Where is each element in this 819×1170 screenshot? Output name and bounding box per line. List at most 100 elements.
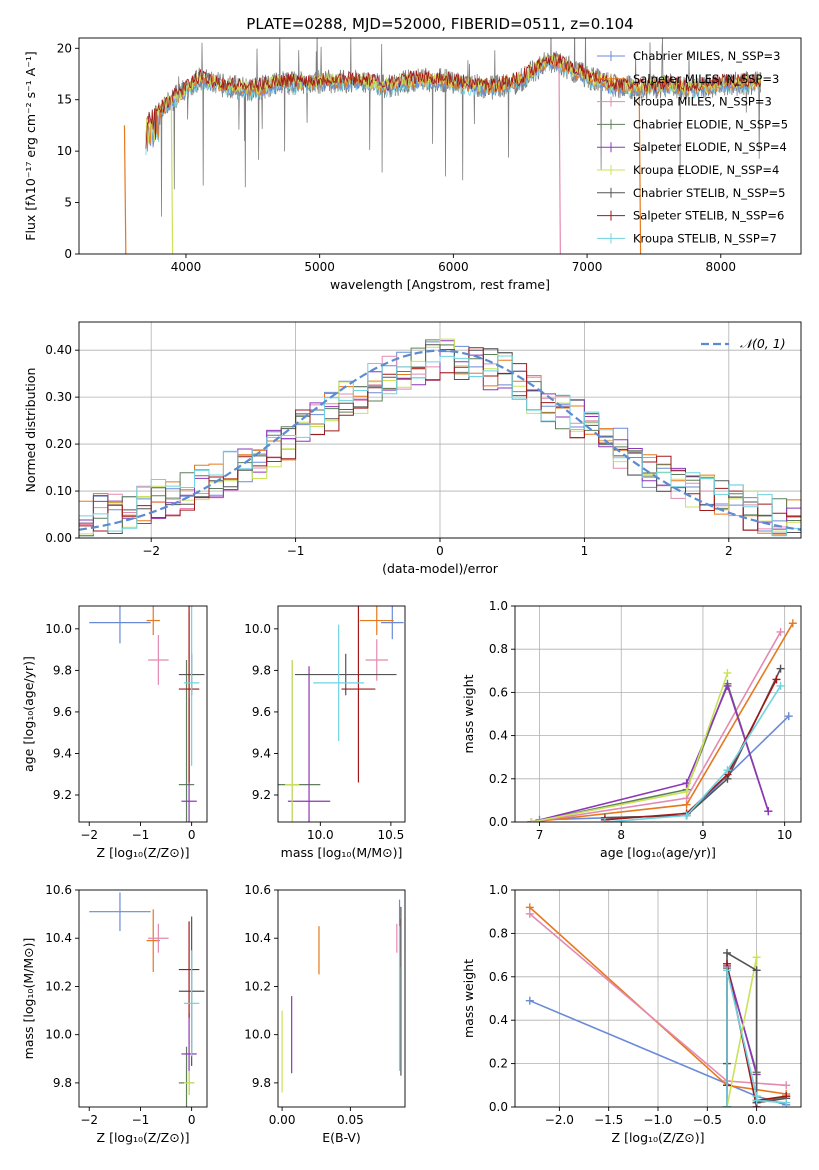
y-tick-label: 20 (57, 41, 72, 55)
y-tick-label: 10.0 (244, 1028, 271, 1042)
model-spectrum-line (145, 53, 761, 149)
x-tick-label: −2 (80, 828, 98, 842)
axes-frame (277, 889, 406, 1108)
legend-entry: Salpeter STELIB, N_SSP=6 (633, 209, 784, 223)
mass-weight-marker (682, 787, 691, 796)
mass-weight-line (531, 672, 729, 822)
x-tick-label: 4000 (171, 260, 202, 274)
mass-weight-marker (772, 675, 781, 684)
y-tick-label: 0.4 (489, 1013, 508, 1027)
legend-entry: Chabrier STELIB, N_SSP=5 (633, 186, 785, 200)
residual-histogram-panel: −2 −1 0 1 2 0.00 0.10 0.20 0.30 0.40 (data-model)/… (23, 321, 802, 576)
y-tick-label: 0.6 (489, 685, 508, 699)
y-tick-label: 9.8 (252, 663, 271, 677)
age-vs-mass-panel: 10.0 10.5 9.2 9.4 9.6 9.8 10.0 mass [log₁₀(M/M⊙… (244, 605, 406, 860)
plot-area (278, 606, 404, 822)
y-tick-label: 9.8 (252, 1076, 271, 1090)
errorbar-point (287, 666, 331, 822)
residual-histogram-step (79, 344, 801, 534)
legend-entry: Chabrier MILES, N_SSP=3 (633, 49, 780, 63)
axes-frame (78, 37, 802, 255)
errorbar-point (183, 950, 200, 1057)
errorbar-point (146, 606, 160, 636)
mass-weight-marker (752, 1096, 761, 1105)
mass-weight-marker (723, 681, 732, 690)
age-vs-metallicity-panel: −2 −1 0 9.2 9.4 9.6 9.8 10.0 Z [log₁₀(Z/Z⊙)] age … (21, 605, 208, 860)
y-tick-label: 10 (57, 144, 72, 158)
y-tick-label: 10.0 (45, 1028, 72, 1042)
errorbar-point (148, 635, 169, 685)
y-tick-label: 9.6 (53, 705, 72, 719)
normal-distribution-curve (79, 349, 801, 531)
errorbar-point (148, 923, 169, 953)
x-tick-label: −1 (132, 1113, 150, 1127)
y-tick-label: 0.0 (489, 815, 508, 829)
x-axis-label: age [log₁₀(age/yr)] (600, 845, 716, 860)
x-tick-label: 2 (725, 544, 733, 558)
y-axis-label: mass [log₁₀(M/M⊙)] (21, 938, 36, 1060)
plot-area (527, 619, 797, 822)
y-tick-label: 9.4 (53, 746, 72, 760)
x-tick-label: 0.05 (337, 1113, 364, 1127)
mass-weight-marker (723, 966, 732, 975)
legend-entry: 𝒩(0, 1) (740, 336, 786, 351)
legend-entry: Kroupa MILES, N_SSP=3 (633, 95, 772, 109)
plot-area (89, 606, 205, 822)
mass-weight-marker (752, 966, 761, 975)
y-tick-label: 1.0 (489, 883, 508, 897)
errorbar-point (89, 606, 151, 644)
y-tick-label: 0.40 (45, 343, 72, 357)
x-tick-label: 0 (188, 828, 196, 842)
x-tick-label: −2.0 (545, 1113, 574, 1127)
y-tick-label: 10.2 (45, 979, 72, 993)
x-tick-label: −1 (132, 828, 150, 842)
legend-entry: Kroupa STELIB, N_SSP=7 (633, 231, 777, 245)
y-tick-label: 0.6 (489, 970, 508, 984)
x-tick-label: −2 (142, 544, 160, 558)
errorbar-point (89, 892, 151, 931)
y-axis-label: Normed distribution (23, 368, 38, 493)
mass-weight-marker (600, 818, 609, 822)
y-axis-label: mass weight (461, 959, 476, 1038)
model-spectrum-line (145, 56, 761, 148)
errorbar-point (381, 606, 404, 640)
x-tick-label: −1.5 (594, 1113, 623, 1127)
plot-area (281, 899, 402, 1093)
residual-histogram-step (79, 355, 801, 537)
x-tick-label: 6000 (438, 260, 469, 274)
x-tick-label: 7000 (572, 260, 603, 274)
mass-weight-marker (525, 996, 534, 1005)
y-tick-label: 5 (64, 196, 72, 210)
mass-weight-marker (782, 1081, 791, 1090)
mass-weight-marker (527, 818, 536, 822)
mass-weight-marker (752, 953, 761, 962)
x-axis-label: mass [log₁₀(M/M⊙)] (281, 845, 403, 860)
y-tick-label: 9.8 (53, 1076, 72, 1090)
model-cutoff-line (558, 63, 561, 254)
mass-weight-marker (776, 681, 785, 690)
errorbar-point (183, 606, 200, 766)
model-cutoff-line (638, 88, 642, 254)
errorbar-point (365, 639, 389, 681)
x-tick-label: 8000 (706, 260, 737, 274)
y-tick-label: 9.2 (252, 788, 271, 802)
plot-area (525, 903, 791, 1107)
x-tick-label: −1.0 (643, 1113, 672, 1127)
x-tick-label: −2 (80, 1113, 98, 1127)
residual-histogram-step (79, 338, 801, 535)
y-tick-label: 9.6 (252, 705, 271, 719)
axes-frame (277, 605, 406, 823)
y-axis-label: age [log₁₀(age/yr)] (21, 656, 36, 772)
errorbar-point (285, 660, 300, 822)
weight-vs-metallicity-panel: −2.0 −1.5 −1.0 −0.5 0.0 0.0 0.2 0.4 0.6 0.8 1.0 Z [… (461, 883, 802, 1145)
mass-weight-marker (525, 909, 534, 918)
axes-frame (78, 605, 208, 823)
mass-weight-marker (776, 664, 785, 673)
x-tick-label: 0.0 (747, 1113, 766, 1127)
y-tick-label: 9.4 (252, 746, 271, 760)
mass-weight-marker (723, 948, 732, 957)
x-tick-label: 7 (536, 828, 544, 842)
x-tick-label: 0 (436, 544, 444, 558)
y-tick-label: 0.2 (489, 1057, 508, 1071)
